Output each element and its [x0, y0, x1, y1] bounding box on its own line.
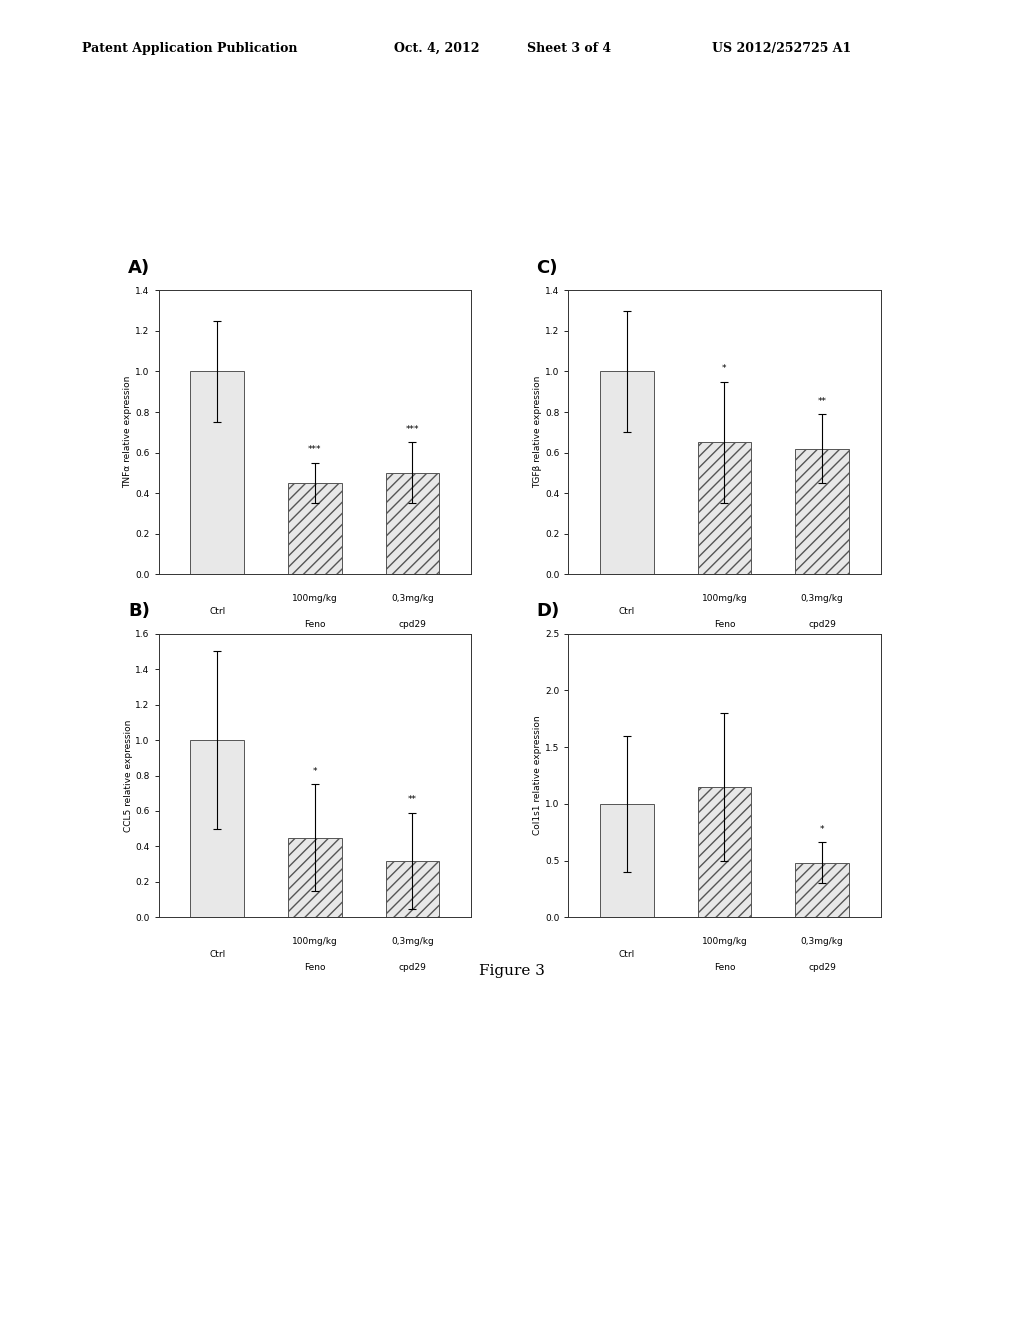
Text: *: *: [722, 364, 727, 374]
Bar: [190, 371, 244, 574]
Y-axis label: TGFβ relative expression: TGFβ relative expression: [534, 376, 542, 488]
Bar: [796, 863, 849, 917]
Text: US 2012/252725 A1: US 2012/252725 A1: [712, 42, 851, 55]
Text: **: **: [817, 396, 826, 405]
Bar: [697, 787, 752, 917]
Text: ***: ***: [308, 445, 322, 454]
Text: 0,3mg/kg: 0,3mg/kg: [801, 594, 844, 603]
Text: Ctrl: Ctrl: [618, 950, 635, 960]
Bar: [796, 449, 849, 574]
Bar: [697, 442, 752, 574]
Bar: [600, 804, 653, 917]
Text: Ctrl: Ctrl: [209, 950, 225, 960]
Text: *: *: [820, 825, 824, 834]
Text: Oct. 4, 2012: Oct. 4, 2012: [394, 42, 479, 55]
Y-axis label: TNFα relative expression: TNFα relative expression: [124, 376, 132, 488]
Text: cpd29: cpd29: [808, 619, 836, 628]
Text: 100mg/kg: 100mg/kg: [701, 594, 748, 603]
Bar: [190, 741, 244, 917]
Text: B): B): [128, 602, 150, 620]
Text: A): A): [128, 259, 151, 277]
Text: ***: ***: [406, 425, 419, 434]
Bar: [600, 371, 653, 574]
Text: 0,3mg/kg: 0,3mg/kg: [391, 937, 434, 946]
Text: cpd29: cpd29: [808, 962, 836, 972]
Bar: [288, 838, 342, 917]
Text: cpd29: cpd29: [398, 962, 426, 972]
Text: Feno: Feno: [304, 962, 326, 972]
Text: C): C): [537, 259, 558, 277]
Bar: [386, 473, 439, 574]
Text: Sheet 3 of 4: Sheet 3 of 4: [527, 42, 611, 55]
Text: 0,3mg/kg: 0,3mg/kg: [801, 937, 844, 946]
Text: D): D): [537, 602, 560, 620]
Text: **: **: [408, 795, 417, 804]
Text: *: *: [312, 767, 317, 776]
Text: 100mg/kg: 100mg/kg: [292, 594, 338, 603]
Text: cpd29: cpd29: [398, 619, 426, 628]
Text: 0,3mg/kg: 0,3mg/kg: [391, 594, 434, 603]
Text: 100mg/kg: 100mg/kg: [701, 937, 748, 946]
Bar: [386, 861, 439, 917]
Bar: [288, 483, 342, 574]
Text: Ctrl: Ctrl: [209, 607, 225, 616]
Y-axis label: CCL5 relative expression: CCL5 relative expression: [124, 719, 132, 832]
Text: Ctrl: Ctrl: [618, 607, 635, 616]
Text: 100mg/kg: 100mg/kg: [292, 937, 338, 946]
Text: Feno: Feno: [304, 619, 326, 628]
Text: Patent Application Publication: Patent Application Publication: [82, 42, 297, 55]
Text: Feno: Feno: [714, 619, 735, 628]
Text: Figure 3: Figure 3: [479, 964, 545, 978]
Text: Feno: Feno: [714, 962, 735, 972]
Y-axis label: Col1s1 relative expression: Col1s1 relative expression: [534, 715, 542, 836]
